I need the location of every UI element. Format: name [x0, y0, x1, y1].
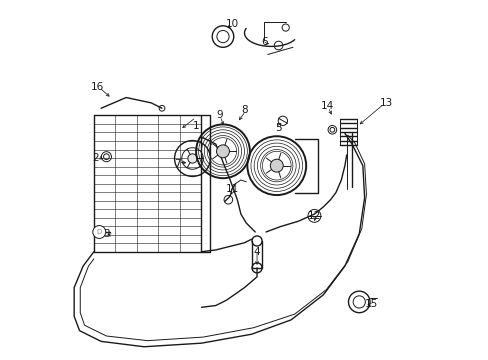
Text: 8: 8	[241, 105, 247, 115]
Text: 9: 9	[216, 111, 222, 121]
Text: 11: 11	[225, 184, 238, 194]
Circle shape	[216, 145, 229, 158]
Text: 10: 10	[225, 19, 238, 29]
Text: 13: 13	[379, 98, 392, 108]
Text: 2: 2	[92, 153, 99, 163]
Text: 4: 4	[253, 247, 260, 257]
Text: 14: 14	[320, 102, 333, 112]
Text: 1: 1	[192, 121, 199, 131]
Text: 12: 12	[307, 211, 321, 221]
Text: 16: 16	[91, 82, 104, 92]
Text: 15: 15	[365, 299, 378, 309]
Text: 7: 7	[173, 159, 180, 169]
Circle shape	[270, 159, 283, 172]
Circle shape	[93, 226, 105, 238]
Text: 3: 3	[103, 229, 109, 239]
Circle shape	[187, 154, 197, 163]
Text: 5: 5	[275, 123, 281, 133]
Text: 6: 6	[261, 37, 267, 47]
Text: D: D	[97, 229, 102, 235]
